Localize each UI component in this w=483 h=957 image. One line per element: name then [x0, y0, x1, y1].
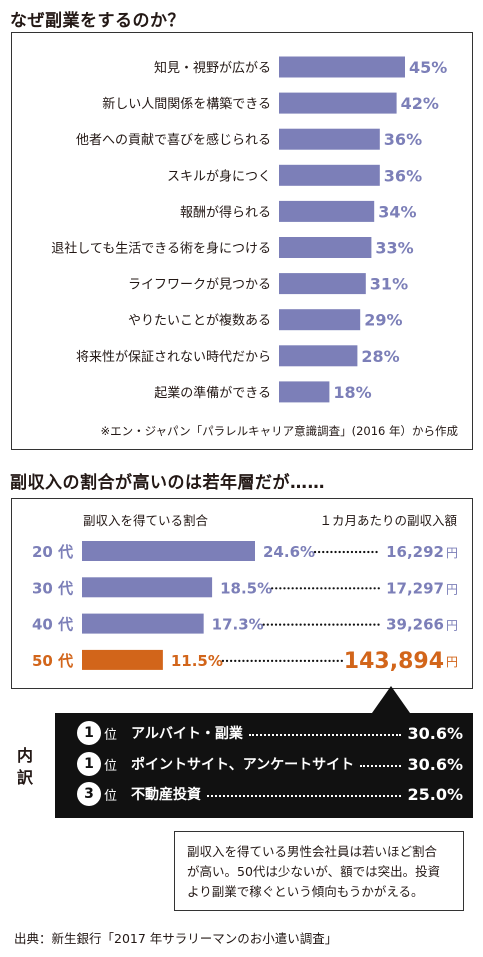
- source-credit: 出典：新生銀行「2017 年サラリーマンのお小遣い調査」: [14, 931, 338, 946]
- bar: [82, 541, 255, 561]
- bar: [82, 649, 163, 670]
- value-label: 45%: [409, 58, 447, 77]
- category-label: スキルが身につく: [167, 168, 271, 184]
- value-label: 36%: [384, 130, 422, 149]
- bar: [279, 92, 397, 114]
- comment-box: 副収入を得ている男性会社員は若いほど割合 が高い。50代は少ないが、額では突出。…: [174, 831, 464, 911]
- breakdown-value: 30.6%: [407, 754, 463, 774]
- column-header-share: 副収入を得ている割合: [83, 513, 209, 528]
- breakdown-row: 1 位 ポイントサイト、アンケートサイト 30.6%: [77, 752, 463, 776]
- breakdown-value: 30.6%: [407, 723, 463, 743]
- category-label: 報酬が得られる: [180, 204, 271, 220]
- breakdown-label: ポイントサイト、アンケートサイト: [131, 757, 355, 773]
- chart2-title: 副収入の割合が高いのは若年層だが……: [10, 473, 325, 493]
- value-label: 18%: [333, 383, 371, 402]
- column-header-amount: １カ月あたりの副収入額: [319, 513, 457, 528]
- category-label: 将来性が保証されない時代だから: [76, 350, 271, 365]
- breakdown-value: 25.0%: [407, 784, 463, 804]
- breakdown-label: 不動産投資: [131, 787, 202, 803]
- yen-unit: 円: [446, 546, 458, 560]
- rank-badge: 1: [77, 721, 101, 745]
- income-amount: 143,894: [344, 649, 444, 674]
- breakdown-side-label-1: 内: [17, 746, 34, 765]
- age-label: 30 代: [32, 579, 73, 597]
- rank-suffix: 位: [104, 727, 118, 743]
- rank-suffix: 位: [104, 788, 118, 804]
- age-label: 20 代: [32, 543, 73, 561]
- source-note: ※エン・ジャパン「パラレルキャリア意識調査」(2016 年）から作成: [100, 424, 458, 438]
- income-amount: 17,297: [386, 579, 444, 597]
- breakdown-label: アルバイト・副業: [131, 726, 243, 742]
- category-label: 他者への貢献で喜びを感じられる: [76, 132, 271, 148]
- reasons-bar-chart: 知見・視野が広がる 45% 新しい人間関係を構築できる 42% 他者への貢献で喜びを感じ…: [51, 56, 458, 438]
- bar: [279, 381, 330, 403]
- bar: [279, 345, 358, 367]
- share-value-label: 11.5%: [171, 652, 223, 670]
- value-label: 42%: [401, 94, 439, 113]
- breakdown-row: 1 位 アルバイト・副業 30.6%: [77, 721, 463, 745]
- yen-unit: 円: [446, 619, 458, 633]
- bar: [279, 200, 375, 222]
- comment-line: が高い。50代は少ないが、額では突出。投資: [187, 864, 441, 879]
- category-label: 新しい人間関係を構築できる: [102, 96, 271, 112]
- share-value-label: 24.6%: [263, 543, 315, 561]
- age-label: 40 代: [32, 616, 73, 634]
- leader-dots: [248, 734, 402, 736]
- value-label: 36%: [384, 166, 422, 185]
- category-label: 退社しても生活できる術を身につける: [51, 241, 271, 257]
- share-value-label: 17.3%: [212, 616, 264, 634]
- bar: [82, 613, 204, 634]
- comment-line: 副収入を得ている男性会社員は若いほど割合: [187, 844, 438, 859]
- category-label: 知見・視野が広がる: [154, 60, 271, 76]
- leader-dots: [360, 765, 402, 767]
- bar: [279, 273, 366, 295]
- category-label: ライフワークが見つかる: [128, 278, 271, 293]
- bar: [82, 577, 213, 598]
- income-breakdown-box: 1 位 アルバイト・副業 30.6% 1 位 ポイントサイト、アンケートサイト …: [55, 713, 473, 818]
- bar: [279, 164, 380, 186]
- bar: [279, 128, 380, 150]
- value-label: 29%: [364, 311, 402, 330]
- value-label: 28%: [361, 347, 399, 366]
- breakdown-row: 3 位 不動産投資 25.0%: [77, 782, 463, 806]
- bar: [279, 237, 372, 258]
- share-value-label: 18.5%: [220, 579, 272, 597]
- value-label: 33%: [375, 239, 413, 258]
- rank-suffix: 位: [104, 758, 118, 774]
- income-amount: 16,292: [386, 543, 444, 561]
- breakdown-side-label-2: 訳: [17, 768, 34, 787]
- rank-badge: 3: [77, 782, 101, 806]
- bar: [279, 309, 361, 331]
- age-label: 50 代: [32, 652, 73, 670]
- chart1-panel: 知見・視野が広がる 45% 新しい人間関係を構築できる 42% 他者への貢献で喜びを感じ…: [11, 32, 473, 450]
- chart2-panel: 副収入を得ている割合 １カ月あたりの副収入額 20 代 24.6% 16,292 円 30 …: [11, 498, 473, 689]
- value-label: 31%: [370, 275, 408, 294]
- category-label: やりたいことが複数ある: [128, 313, 271, 329]
- income-amount: 39,266: [386, 616, 444, 634]
- category-label: 起業の準備ができる: [154, 385, 271, 401]
- chart1-title: なぜ副業をするのか？: [10, 11, 185, 31]
- bar: [279, 56, 405, 78]
- rank-badge: 1: [77, 752, 101, 776]
- leader-dots: [207, 795, 402, 797]
- yen-unit: 円: [446, 655, 458, 669]
- value-label: 34%: [378, 202, 416, 221]
- comment-line: より副業で稼ぐという傾向もうかがえる。: [187, 884, 424, 899]
- yen-unit: 円: [446, 582, 458, 596]
